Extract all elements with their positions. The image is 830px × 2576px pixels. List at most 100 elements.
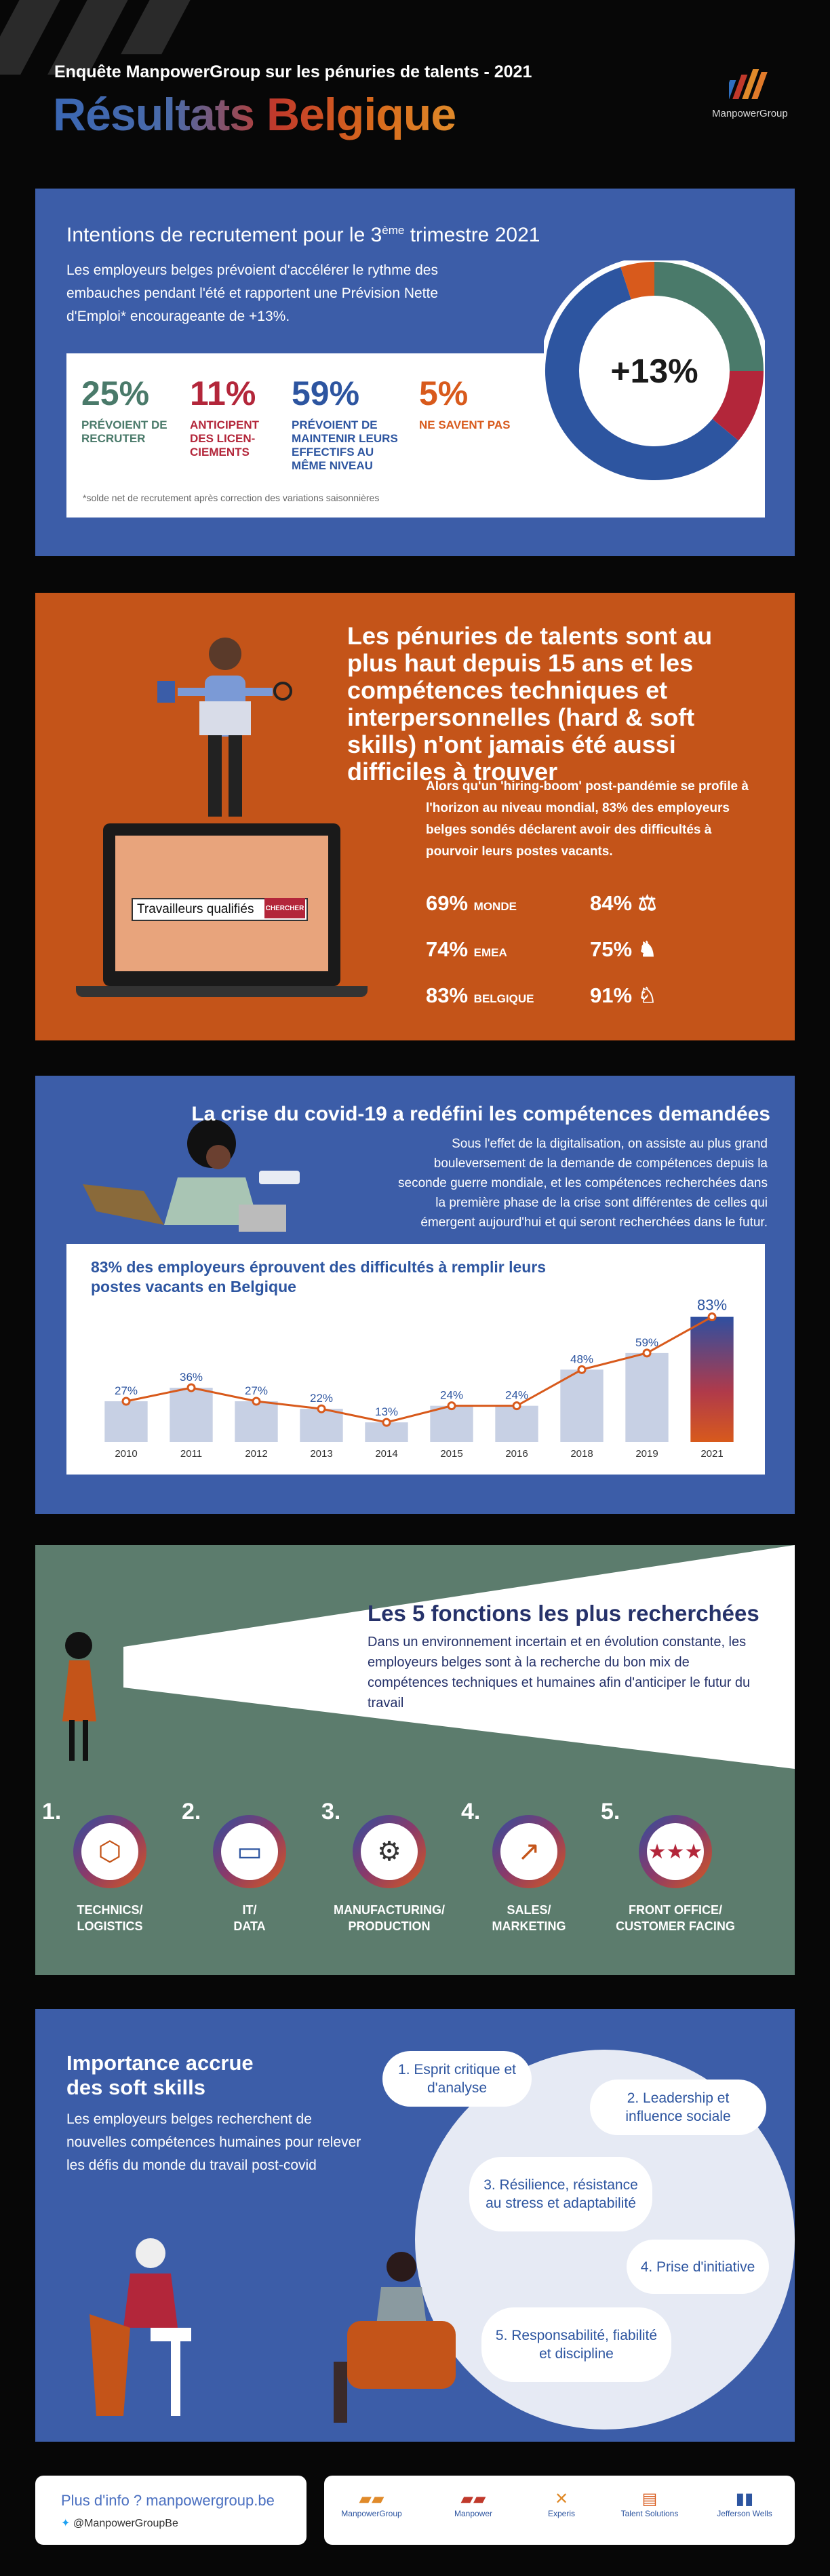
- skill-cloud-3: 3. Résilience, résistance au stress et a…: [469, 2157, 652, 2231]
- row-region: EMEA: [473, 946, 507, 959]
- section-text: Dans un environnement incertain et en év…: [368, 1635, 751, 1711]
- chart-tick-label: 2012: [245, 1448, 267, 1460]
- title-main: Intentions de recrutement pour le 3: [66, 224, 382, 246]
- brand-name: Experis: [547, 2509, 575, 2518]
- stat-label: NE SAVENT PAS: [419, 418, 511, 431]
- laptop-base: [76, 986, 368, 997]
- stat-label: PRÉVOIENT DE RECRUTER: [81, 418, 167, 445]
- search-text: Travailleurs qualifiés: [137, 902, 254, 916]
- brand-experis[interactable]: ✕ Experis: [528, 2489, 595, 2518]
- section-text: Les employeurs belges recherchent de nou…: [66, 2111, 361, 2173]
- function-number: 3.: [321, 1799, 341, 1824]
- chart-bar: [235, 1401, 278, 1442]
- stat-row-emea: 74% EMEA: [426, 937, 507, 962]
- brand-manpowergroup[interactable]: ▰▰ ManpowerGroup: [338, 2489, 406, 2518]
- stat-label: ANTICIPENT DES LICEN-CIEMENTS: [190, 418, 259, 458]
- person-multitask-icon: [157, 638, 292, 817]
- twitter-handle[interactable]: ✦ @ManpowerGroupBe: [61, 2516, 178, 2530]
- function-label: DATA: [233, 1919, 266, 1933]
- row-pct2: 91%: [590, 983, 633, 1007]
- box-icon: ⬡: [98, 1837, 122, 1867]
- covid-skills-section: La crise du covid-19 a redéfini les comp…: [35, 1076, 795, 1514]
- brand-logo-icon: ▮▮: [735, 2490, 754, 2508]
- row-pct: 74%: [426, 937, 469, 961]
- skill-cloud-2: 2. Leadership et influence sociale: [590, 2080, 766, 2135]
- website-link[interactable]: Plus d'info ? manpowergroup.be: [61, 2492, 275, 2509]
- section-text: Les employeurs belges prévoient d'accélé…: [66, 262, 439, 324]
- stat-row-belgium: 83% BELGIQUE: [426, 983, 534, 1008]
- chart-tick-label: 2013: [310, 1448, 332, 1460]
- section-title: Les pénuries de talents sont au plus hau…: [347, 622, 713, 785]
- function-label: SALES/: [507, 1903, 551, 1917]
- function-label: IT/: [242, 1903, 257, 1917]
- shortage-bar-chart: 27% 2010 36% 2011 27% 2012 22% 2013 13% 2014 24% 20…: [104, 1297, 734, 1460]
- footer-contact: Plus d'info ? manpowergroup.be ✦ @Manpow…: [35, 2476, 307, 2545]
- donut-chart: +13%: [540, 256, 769, 486]
- robot-arm-icon: ⚙: [377, 1837, 401, 1867]
- chart-bar: [625, 1352, 669, 1442]
- chart-data-label: 59%: [635, 1336, 658, 1349]
- brand-name: Jefferson Wells: [717, 2509, 772, 2518]
- manpowergroup-logo[interactable]: ManpowerGroup: [712, 68, 788, 119]
- lion-icon: ♞: [637, 937, 657, 961]
- twitter-icon: ✦: [61, 2518, 71, 2529]
- row-region: BELGIQUE: [473, 992, 534, 1005]
- brand-talent-solutions[interactable]: ▤ Talent Solutions: [616, 2489, 684, 2518]
- brand-name: ManpowerGroup: [341, 2509, 402, 2518]
- stat-unknown: 5% NE SAVENT PAS: [419, 374, 534, 432]
- donut-slice: [545, 267, 739, 480]
- chart-point: [642, 1348, 652, 1358]
- stat-value: 59%: [292, 374, 360, 412]
- skill-cloud-1: 1. Esprit critique et d'analyse: [382, 2051, 532, 2107]
- chart-tick-label: 2010: [115, 1448, 137, 1460]
- chart-point: [577, 1365, 587, 1374]
- brand-jefferson-wells[interactable]: ▮▮ Jefferson Wells: [711, 2489, 778, 2518]
- star-rating-icon: ★★★: [648, 1840, 703, 1863]
- chart-point: [186, 1383, 196, 1392]
- title-sup: ème: [382, 224, 405, 237]
- stat-row2-emea: 75% ♞: [590, 937, 656, 962]
- brand-name: Manpower: [454, 2509, 493, 2518]
- person-laptop-icon: [83, 1119, 300, 1232]
- function-number: 5.: [601, 1799, 620, 1824]
- stat-label: PRÉVOIENT DE MAINTENIR LEURS EFFECTIFS A…: [292, 418, 398, 472]
- chart-data-label: 27%: [115, 1384, 138, 1397]
- function-manufacturing: 3. ⚙ MANUFACTURING/PRODUCTION: [321, 1799, 450, 1934]
- chart-bar: [495, 1405, 538, 1442]
- scale-icon: ⚖: [637, 891, 657, 915]
- function-sales: 4. ↗ SALES/MARKETING: [461, 1799, 590, 1934]
- function-label: MARKETING: [492, 1919, 566, 1933]
- chart-data-label: 22%: [310, 1392, 333, 1405]
- chart-data-label: 36%: [180, 1371, 203, 1384]
- shortage-chart-panel: 83% des employeurs éprouvent des difficu…: [66, 1244, 765, 1475]
- chart-data-label: 48%: [570, 1352, 593, 1365]
- hiring-intentions-section: Intentions de recrutement pour le 3ème t…: [35, 189, 795, 556]
- chart-bar: [690, 1316, 734, 1442]
- chart-point: [252, 1397, 261, 1406]
- stat-row2-world: 84% ⚖: [590, 891, 656, 916]
- chart-tick-label: 2015: [440, 1448, 462, 1460]
- search-button[interactable]: CHERCHER: [264, 898, 305, 918]
- logo-text: ManpowerGroup: [712, 108, 788, 119]
- title-end: trimestre 2021: [404, 224, 540, 246]
- section-title: Intentions de recrutement pour le 3ème t…: [66, 224, 540, 247]
- stat-row-world: 69% MONDE: [426, 891, 517, 916]
- row-region: MONDE: [473, 900, 517, 913]
- brand-manpower[interactable]: ▰▰ Manpower: [439, 2489, 507, 2518]
- skill-cloud-5: 5. Responsabilité, fiabilité et discipli…: [481, 2307, 671, 2382]
- talent-shortage-section: Travailleurs qualifiés CHERCHER Les pénu…: [35, 593, 795, 1040]
- chart-data-label: 27%: [245, 1384, 268, 1397]
- function-label: FRONT OFFICE/: [629, 1903, 722, 1917]
- chart-point: [317, 1404, 326, 1413]
- chart-tick-label: 2021: [700, 1448, 723, 1460]
- row-pct2: 75%: [590, 937, 633, 961]
- chart-point: [707, 1312, 717, 1322]
- stat-value: 11%: [190, 374, 256, 412]
- laptop-illustration: Travailleurs qualifiés CHERCHER: [103, 823, 340, 986]
- row-pct2: 84%: [590, 891, 633, 915]
- chart-data-label: 24%: [440, 1389, 463, 1402]
- brand-name: Talent Solutions: [620, 2509, 679, 2518]
- chart-bar: [170, 1388, 213, 1442]
- conversation-people-icon: [90, 2238, 456, 2423]
- manpowergroup-logo-icon: [723, 69, 768, 99]
